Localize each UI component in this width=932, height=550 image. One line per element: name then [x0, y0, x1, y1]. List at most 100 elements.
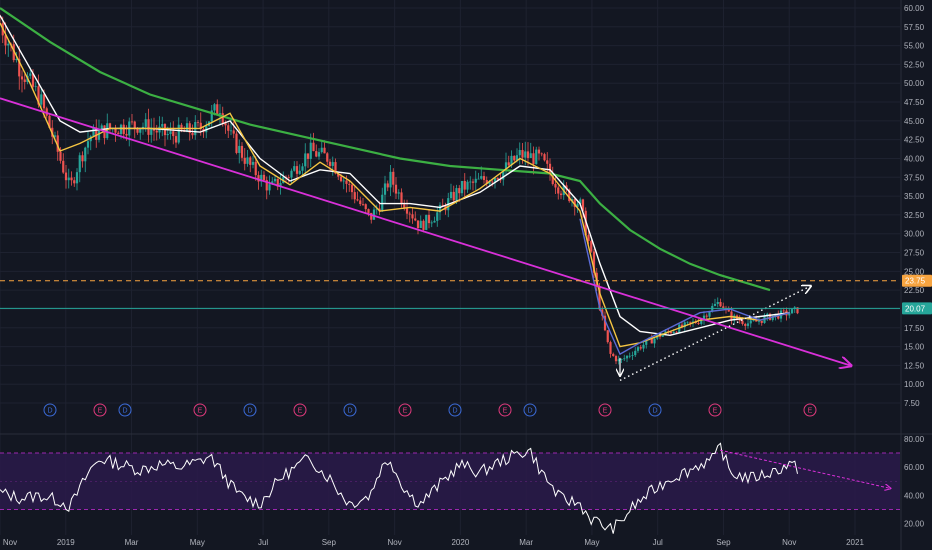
candle-body	[722, 306, 725, 309]
candle-body	[271, 181, 274, 185]
candle-body	[683, 322, 686, 328]
candle-body	[339, 176, 343, 182]
candle-body	[741, 320, 744, 324]
candle-body	[788, 313, 791, 316]
candle-body	[405, 208, 409, 214]
x-tick-label: 2019	[57, 538, 75, 547]
candle-body	[53, 135, 57, 137]
candle-body	[733, 315, 736, 321]
candle-body	[606, 330, 609, 343]
candle-body	[768, 313, 772, 320]
gridlines	[0, 0, 900, 535]
candle-body	[510, 155, 513, 166]
event-badge-label: E	[98, 408, 103, 415]
candle-body	[460, 180, 464, 194]
rsi-y-axis: 80.00 60.00 40.00 20.00	[904, 435, 925, 529]
candle-body	[191, 132, 194, 136]
x-tick-label: 2020	[451, 538, 469, 547]
candle-body	[474, 178, 477, 183]
candle-body	[782, 310, 785, 312]
dividend-badge	[243, 403, 257, 417]
candle-body	[240, 145, 244, 158]
candle-body	[353, 192, 356, 200]
candle-body	[521, 150, 524, 158]
candle-body	[345, 180, 348, 184]
candle-body	[169, 131, 172, 135]
candle-body	[700, 320, 703, 324]
candle-body	[449, 191, 453, 199]
candle-body	[125, 133, 128, 136]
candle-body	[691, 321, 695, 323]
candle-body	[133, 121, 136, 128]
candle-body	[397, 192, 400, 194]
candle-body	[502, 170, 505, 180]
candle-body	[482, 176, 486, 181]
rsi-tick-label: 20.00	[904, 520, 925, 529]
event-badge-label: E	[503, 408, 508, 415]
candle-body	[185, 123, 189, 132]
candle-body	[210, 110, 213, 122]
candle-body	[628, 355, 631, 357]
candle-body	[174, 136, 178, 143]
candle-body	[488, 181, 491, 185]
price-tick-label: 37.50	[904, 173, 925, 182]
price-tick-label: 17.50	[904, 324, 925, 333]
candle-body	[356, 199, 359, 201]
moving-average-ma200	[0, 7, 771, 292]
candle-body	[642, 344, 645, 349]
price-tick-label: 55.00	[904, 42, 925, 51]
price-tick-label: 47.50	[904, 98, 925, 107]
candle-body	[221, 113, 224, 124]
candle-body	[348, 183, 351, 185]
candle-body	[29, 73, 32, 76]
price-tick-label: 50.00	[904, 79, 925, 88]
price-tick-label: 30.00	[904, 230, 925, 239]
candle-body	[653, 338, 656, 344]
price-tick-label: 25.00	[904, 267, 925, 276]
candle-body	[551, 173, 554, 185]
candle-body	[70, 177, 73, 181]
candle-body	[257, 175, 260, 182]
candle-body	[535, 149, 538, 165]
candle-body	[312, 142, 315, 152]
candle-body	[246, 157, 249, 164]
candle-body	[86, 141, 90, 148]
moving-average-ma_yellow	[0, 22, 791, 348]
candle-body	[119, 124, 123, 135]
candle-body	[576, 203, 579, 207]
price-tick-label: 52.50	[904, 60, 925, 69]
candle-body	[4, 35, 7, 46]
candle-body	[636, 347, 640, 351]
candle-body	[64, 172, 68, 181]
price-tick-label: 40.00	[904, 154, 925, 163]
candle-body	[713, 303, 717, 306]
candle-body	[394, 184, 398, 194]
x-tick-label: May	[584, 538, 599, 547]
candle-body	[617, 359, 620, 362]
candle-body	[78, 155, 81, 173]
rsi-line	[0, 442, 798, 534]
candle-body	[716, 301, 719, 304]
x-axis: Nov 2019 Mar May Jul Sep Nov 2020 Mar May Jul Sep No…	[3, 538, 865, 547]
candle-body	[177, 124, 180, 143]
candle-body	[40, 94, 43, 105]
event-badge-label: D	[652, 408, 657, 415]
candle-body	[752, 320, 755, 322]
earnings-badge	[498, 403, 512, 417]
candle-body	[496, 177, 499, 180]
candle-body	[719, 301, 722, 307]
candle-body	[796, 307, 799, 314]
candle-body	[493, 177, 497, 182]
candle-body	[436, 212, 439, 221]
candle-body	[328, 161, 332, 166]
candle-body	[730, 311, 733, 321]
candle-body	[392, 171, 395, 185]
candle-body	[75, 172, 79, 184]
candle-body	[100, 125, 103, 130]
candle-body	[480, 176, 483, 179]
candle-body	[680, 324, 684, 328]
candle-body	[166, 134, 169, 136]
candle-body	[383, 183, 387, 195]
candle-body	[361, 204, 365, 205]
